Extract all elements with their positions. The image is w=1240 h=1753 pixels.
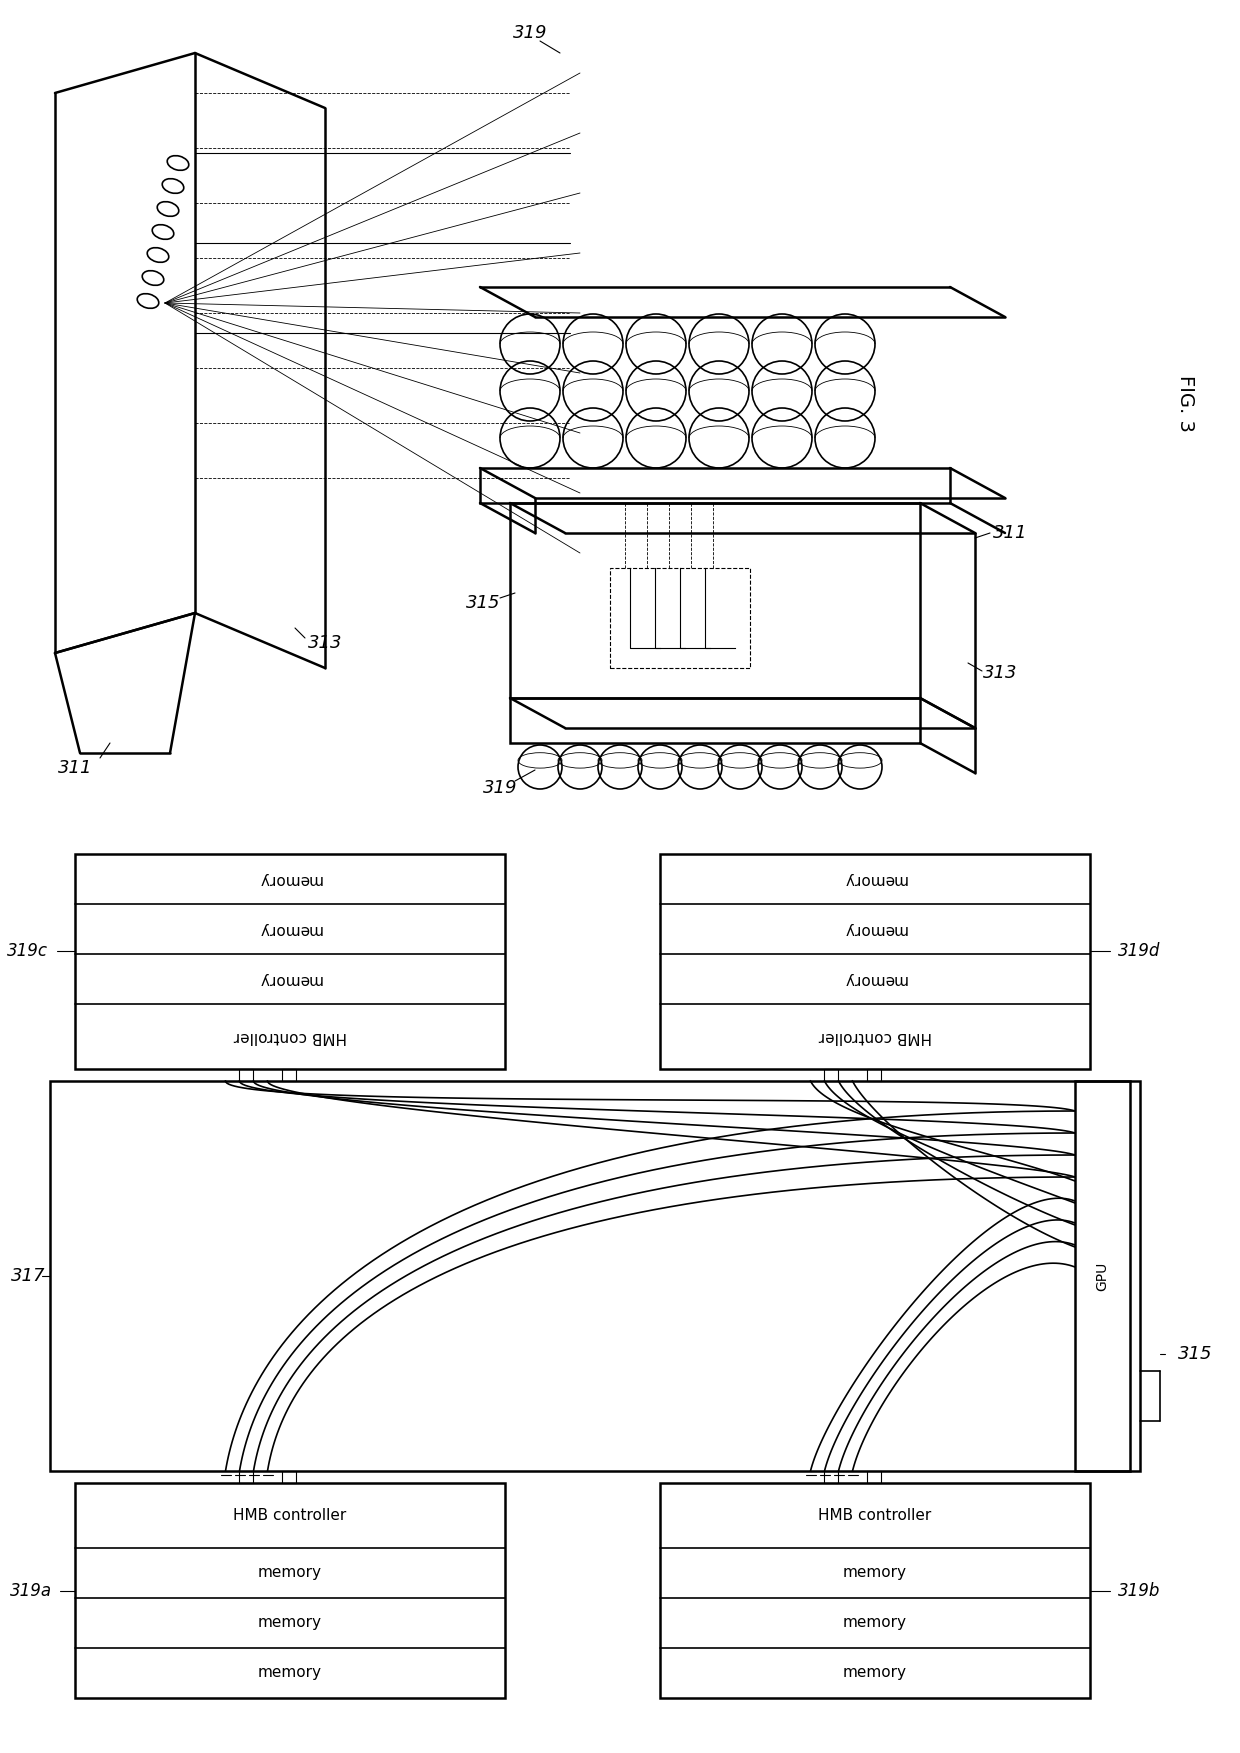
Text: 313: 313 [308,635,342,652]
Bar [660,854,1090,1069]
Text: HMB controller: HMB controller [818,1508,931,1523]
Bar [281,1471,296,1483]
Text: 315: 315 [466,594,500,612]
Text: HMB controller: HMB controller [818,1029,931,1045]
Text: 319: 319 [513,25,547,42]
Bar [610,568,750,668]
Bar [867,1471,880,1483]
Text: HMB controller: HMB controller [233,1029,347,1045]
Bar [239,1471,253,1483]
Bar [50,1082,1140,1471]
Text: memory: memory [843,1616,906,1630]
Text: memory: memory [843,971,906,987]
Text: memory: memory [258,971,322,987]
Text: HMB controller: HMB controller [233,1508,347,1523]
Bar [74,854,505,1069]
Text: 315: 315 [1178,1345,1213,1364]
Bar [239,1069,253,1082]
Text: memory: memory [258,1665,322,1681]
Bar [281,1069,296,1082]
Text: 319a: 319a [10,1581,52,1599]
Text: memory: memory [258,1616,322,1630]
Text: 319d: 319d [1118,941,1161,959]
Bar [480,468,950,503]
Text: memory: memory [843,1565,906,1581]
Bar [825,1471,838,1483]
Text: 311: 311 [993,524,1027,542]
Text: GPU: GPU [1095,1262,1110,1290]
Bar [1075,1082,1130,1471]
Bar [510,503,920,698]
Text: 311: 311 [58,759,92,777]
Bar [660,1483,1090,1699]
Text: FIG. 3: FIG. 3 [1176,375,1194,431]
Bar [867,1069,880,1082]
Text: memory: memory [843,1665,906,1681]
Bar [510,698,920,743]
Text: memory: memory [843,871,906,887]
Text: memory: memory [258,871,322,887]
Text: memory: memory [258,922,322,936]
Text: 319: 319 [482,778,517,798]
Bar [825,1069,838,1082]
Text: 319b: 319b [1118,1581,1161,1599]
Text: 317: 317 [11,1267,45,1285]
Text: 313: 313 [983,664,1017,682]
Bar [74,1483,505,1699]
Text: memory: memory [258,1565,322,1581]
Text: 319c: 319c [7,941,48,959]
Text: memory: memory [843,922,906,936]
